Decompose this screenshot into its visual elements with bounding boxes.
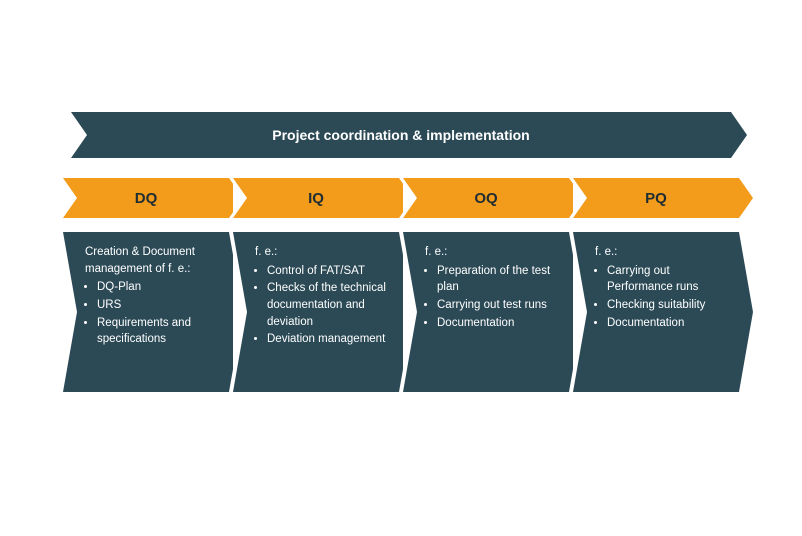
list-item: Documentation: [437, 315, 559, 332]
detail-pq: f. e.: Carrying out Performance runs Che…: [573, 232, 739, 392]
phase-label: DQ: [135, 190, 158, 207]
detail-list: Control of FAT/SAT Checks of the technic…: [255, 263, 389, 348]
detail-list: Preparation of the test plan Carrying ou…: [425, 263, 559, 332]
list-item: Deviation management: [267, 331, 389, 348]
header-title: Project coordination & implementation: [272, 127, 529, 143]
list-item: Carrying out Performance runs: [607, 263, 729, 296]
phase-label: IQ: [308, 190, 324, 207]
phase-row: DQ IQ OQ PQ: [63, 178, 739, 218]
detail-row: Creation & Document management of f. e.:…: [63, 232, 739, 392]
list-item: Checking suitability: [607, 297, 729, 314]
phase-pq: PQ: [573, 178, 739, 218]
list-item: DQ-Plan: [97, 279, 219, 296]
detail-lead: f. e.:: [255, 244, 389, 261]
list-item: URS: [97, 297, 219, 314]
list-item: Documentation: [607, 315, 729, 332]
phase-label: OQ: [474, 190, 497, 207]
detail-oq: f. e.: Preparation of the test plan Carr…: [403, 232, 569, 392]
detail-dq: Creation & Document management of f. e.:…: [63, 232, 229, 392]
detail-lead: Creation & Document management of f. e.:: [85, 244, 219, 277]
detail-lead: f. e.:: [595, 244, 729, 261]
list-item: Control of FAT/SAT: [267, 263, 389, 280]
phase-iq: IQ: [233, 178, 399, 218]
list-item: Requirements and specifications: [97, 315, 219, 348]
list-item: Preparation of the test plan: [437, 263, 559, 296]
detail-lead: f. e.:: [425, 244, 559, 261]
phase-dq: DQ: [63, 178, 229, 218]
detail-iq: f. e.: Control of FAT/SAT Checks of the …: [233, 232, 399, 392]
detail-list: DQ-Plan URS Requirements and specificati…: [85, 279, 219, 348]
header-chevron: Project coordination & implementation: [71, 112, 731, 158]
list-item: Carrying out test runs: [437, 297, 559, 314]
list-item: Checks of the technical documentation an…: [267, 280, 389, 330]
detail-list: Carrying out Performance runs Checking s…: [595, 263, 729, 332]
phase-label: PQ: [645, 190, 667, 207]
phase-oq: OQ: [403, 178, 569, 218]
